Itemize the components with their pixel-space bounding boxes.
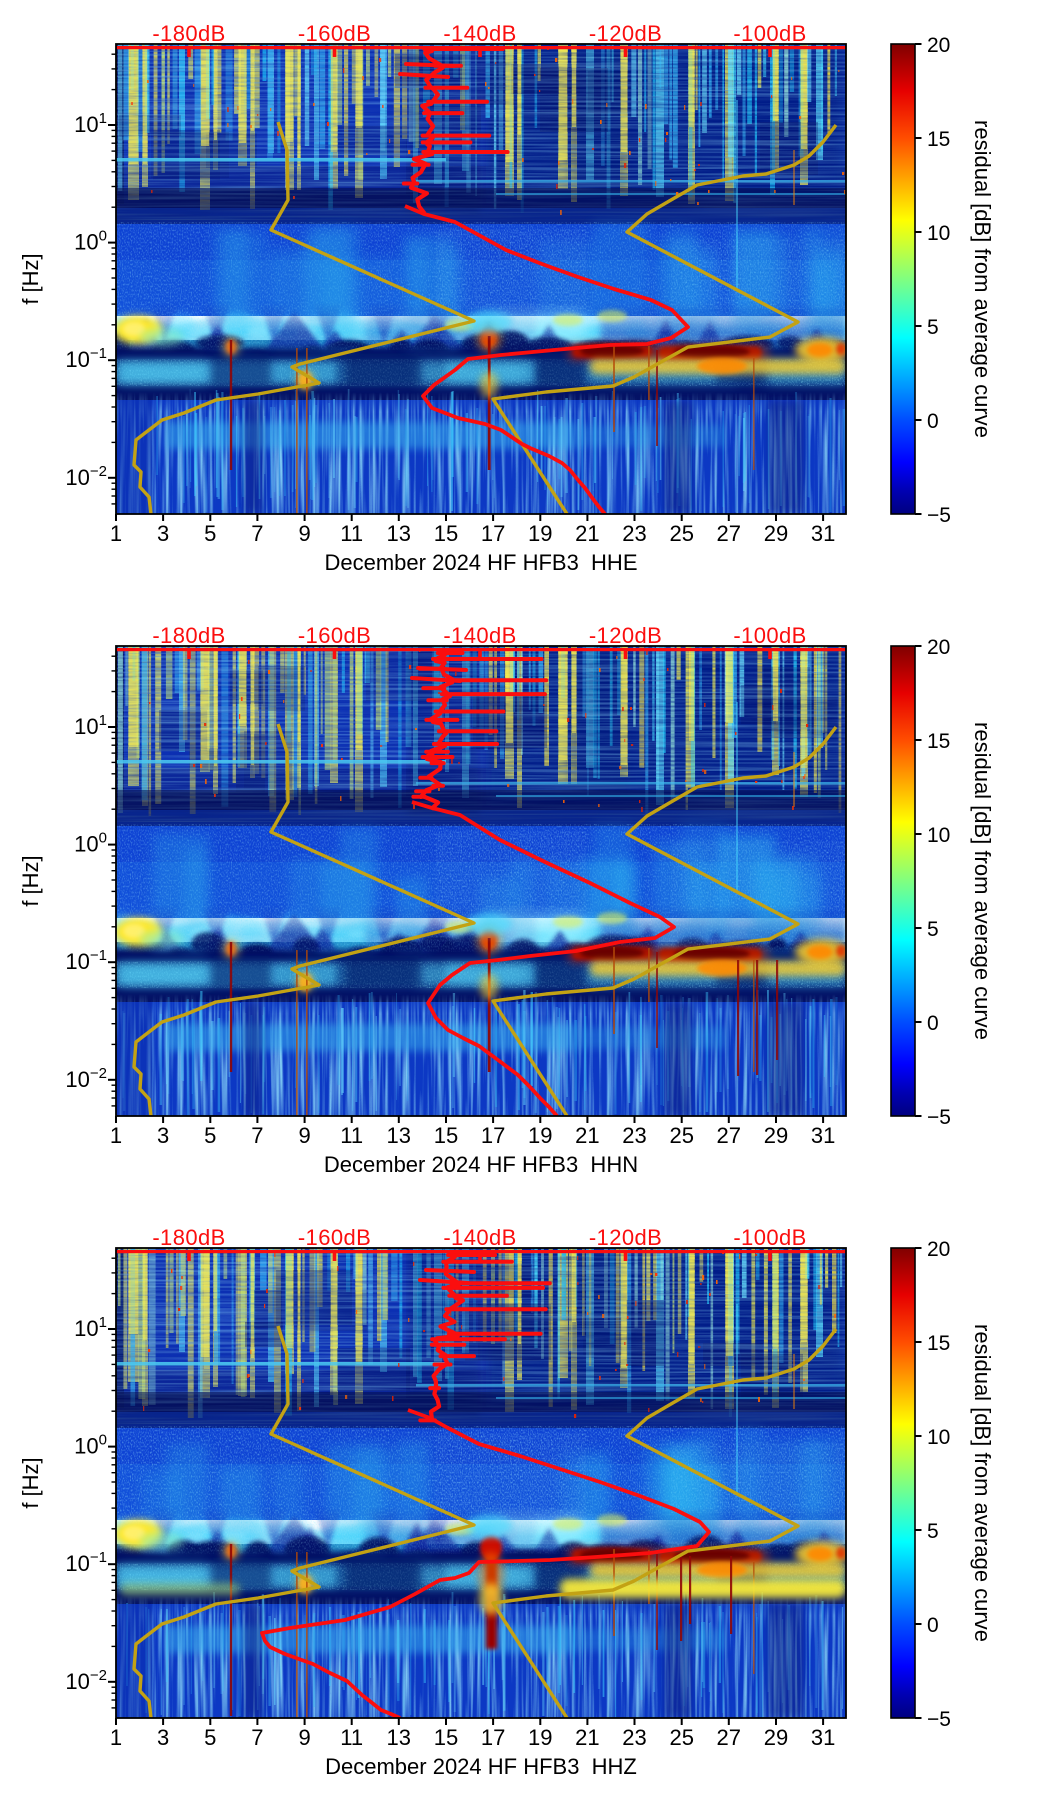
svg-text:3: 3 [157, 1123, 169, 1148]
svg-text:-140dB: -140dB [443, 21, 516, 46]
svg-text:10: 10 [927, 222, 950, 245]
svg-text:-180dB: -180dB [152, 1225, 225, 1250]
svg-text:-180dB: -180dB [152, 21, 225, 46]
svg-text:19: 19 [528, 1123, 552, 1148]
svg-text:-140dB: -140dB [443, 1225, 516, 1250]
svg-text:7: 7 [251, 521, 263, 546]
svg-text:17: 17 [481, 521, 505, 546]
svg-text:15: 15 [927, 1332, 950, 1355]
svg-text:December 2024 HF HFB3 HHN: December 2024 HF HFB3 HHN [324, 1152, 638, 1177]
svg-text:29: 29 [764, 521, 788, 546]
svg-text:-100dB: -100dB [733, 623, 806, 648]
svg-text:-120dB: -120dB [589, 21, 662, 46]
svg-text:5: 5 [204, 1123, 216, 1148]
svg-text:21: 21 [575, 1725, 599, 1750]
svg-text:13: 13 [387, 1725, 411, 1750]
svg-text:27: 27 [717, 521, 741, 546]
svg-text:11: 11 [340, 1123, 363, 1148]
svg-text:f [Hz]: f [Hz] [18, 855, 43, 906]
svg-text:23: 23 [622, 521, 646, 546]
svg-text:-100dB: -100dB [733, 1225, 806, 1250]
svg-text:13: 13 [387, 521, 411, 546]
svg-text:-100dB: -100dB [733, 21, 806, 46]
svg-text:0: 0 [927, 1614, 939, 1637]
svg-text:residual [dB] from average cur: residual [dB] from average curve [970, 120, 995, 438]
svg-text:23: 23 [622, 1725, 646, 1750]
svg-text:5: 5 [927, 316, 939, 339]
svg-text:15: 15 [434, 1123, 458, 1148]
svg-text:-160dB: -160dB [298, 21, 371, 46]
svg-text:27: 27 [717, 1725, 741, 1750]
svg-text:1: 1 [110, 521, 122, 546]
svg-text:11: 11 [340, 521, 363, 546]
svg-text:15: 15 [434, 521, 458, 546]
svg-text:1: 1 [110, 1123, 122, 1148]
svg-text:-180dB: -180dB [152, 623, 225, 648]
svg-text:-160dB: -160dB [298, 623, 371, 648]
svg-text:9: 9 [298, 1123, 310, 1148]
svg-text:25: 25 [669, 1725, 693, 1750]
svg-text:27: 27 [717, 1123, 741, 1148]
svg-text:17: 17 [481, 1123, 505, 1148]
svg-text:10−1: 10−1 [65, 1549, 107, 1576]
svg-text:1: 1 [110, 1725, 122, 1750]
svg-text:-160dB: -160dB [298, 1225, 371, 1250]
svg-text:23: 23 [622, 1123, 646, 1148]
svg-text:3: 3 [157, 1725, 169, 1750]
svg-text:-120dB: -120dB [589, 623, 662, 648]
svg-text:5: 5 [927, 918, 939, 941]
svg-text:10: 10 [927, 824, 950, 847]
svg-text:−5: −5 [927, 1106, 951, 1129]
svg-text:-140dB: -140dB [443, 623, 516, 648]
svg-text:15: 15 [434, 1725, 458, 1750]
svg-text:residual [dB] from average cur: residual [dB] from average curve [970, 722, 995, 1040]
svg-text:−5: −5 [927, 504, 951, 527]
svg-text:17: 17 [481, 1725, 505, 1750]
svg-text:29: 29 [764, 1725, 788, 1750]
svg-text:25: 25 [669, 521, 693, 546]
svg-text:15: 15 [927, 730, 950, 753]
svg-text:11: 11 [340, 1725, 363, 1750]
svg-text:15: 15 [927, 128, 950, 151]
svg-text:20: 20 [927, 34, 950, 57]
svg-text:9: 9 [298, 521, 310, 546]
svg-text:20: 20 [927, 636, 950, 659]
svg-text:25: 25 [669, 1123, 693, 1148]
svg-text:21: 21 [575, 521, 599, 546]
svg-text:residual [dB] from average cur: residual [dB] from average curve [970, 1324, 995, 1642]
svg-text:7: 7 [251, 1725, 263, 1750]
svg-text:9: 9 [298, 1725, 310, 1750]
svg-text:-120dB: -120dB [589, 1225, 662, 1250]
svg-text:0: 0 [927, 410, 939, 433]
svg-text:31: 31 [811, 521, 835, 546]
svg-text:5: 5 [204, 521, 216, 546]
svg-text:5: 5 [204, 1725, 216, 1750]
svg-text:7: 7 [251, 1123, 263, 1148]
svg-text:10: 10 [927, 1426, 950, 1449]
svg-text:0: 0 [927, 1012, 939, 1035]
svg-text:December 2024 HF HFB3 HHE: December 2024 HF HFB3 HHE [325, 550, 638, 575]
svg-text:31: 31 [811, 1123, 835, 1148]
svg-text:31: 31 [811, 1725, 835, 1750]
svg-text:20: 20 [927, 1238, 950, 1261]
svg-text:f [Hz]: f [Hz] [18, 1457, 43, 1508]
svg-text:−5: −5 [927, 1708, 951, 1731]
svg-text:19: 19 [528, 1725, 552, 1750]
svg-text:19: 19 [528, 521, 552, 546]
svg-text:29: 29 [764, 1123, 788, 1148]
svg-text:5: 5 [927, 1520, 939, 1543]
svg-text:3: 3 [157, 521, 169, 546]
svg-text:10−2: 10−2 [65, 1667, 107, 1694]
svg-text:December 2024 HF HFB3 HHZ: December 2024 HF HFB3 HHZ [325, 1754, 637, 1779]
svg-text:21: 21 [575, 1123, 599, 1148]
svg-text:f [Hz]: f [Hz] [18, 253, 43, 304]
svg-text:13: 13 [387, 1123, 411, 1148]
